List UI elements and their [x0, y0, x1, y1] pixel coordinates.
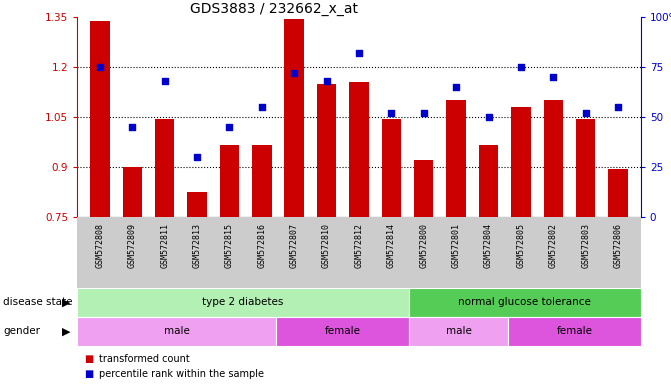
Text: GSM572804: GSM572804	[484, 223, 493, 268]
Text: female: female	[324, 326, 360, 336]
Bar	[77, 317, 276, 346]
Text: GSM572805: GSM572805	[517, 223, 525, 268]
Text: type 2 diabetes: type 2 diabetes	[202, 297, 284, 308]
Text: GSM572815: GSM572815	[225, 223, 234, 268]
Point	[386, 110, 397, 116]
Bar	[187, 192, 207, 217]
Bar	[576, 119, 595, 217]
Text: GSM572810: GSM572810	[322, 223, 331, 268]
Point	[159, 78, 170, 84]
Point	[419, 110, 429, 116]
Bar	[285, 19, 304, 217]
Text: ▶: ▶	[62, 326, 70, 336]
Bar	[414, 161, 433, 217]
Text: disease state: disease state	[3, 297, 73, 308]
Point	[354, 50, 364, 56]
Text: GSM572803: GSM572803	[581, 223, 590, 268]
Text: ▶: ▶	[62, 297, 70, 308]
Point	[580, 110, 591, 116]
Text: gender: gender	[3, 326, 40, 336]
Title: GDS3883 / 232662_x_at: GDS3883 / 232662_x_at	[191, 2, 358, 16]
Bar	[317, 84, 336, 217]
Text: GSM572812: GSM572812	[354, 223, 364, 268]
Bar	[409, 288, 641, 317]
Bar	[77, 288, 409, 317]
Text: ■: ■	[84, 354, 93, 364]
Text: female: female	[556, 326, 592, 336]
Bar	[382, 119, 401, 217]
Text: normal glucose tolerance: normal glucose tolerance	[458, 297, 591, 308]
Bar	[409, 317, 508, 346]
Bar	[90, 21, 109, 217]
Text: GSM572802: GSM572802	[549, 223, 558, 268]
Text: transformed count: transformed count	[99, 354, 189, 364]
Text: percentile rank within the sample: percentile rank within the sample	[99, 369, 264, 379]
Text: male: male	[446, 326, 472, 336]
Text: GSM572807: GSM572807	[290, 223, 299, 268]
Bar	[544, 101, 563, 217]
Point	[289, 70, 299, 76]
Text: GSM572811: GSM572811	[160, 223, 169, 268]
Bar	[479, 146, 499, 217]
Point	[256, 104, 267, 110]
Text: ■: ■	[84, 369, 93, 379]
Text: GSM572806: GSM572806	[614, 223, 623, 268]
Text: GSM572814: GSM572814	[387, 223, 396, 268]
Point	[451, 84, 462, 90]
Point	[483, 114, 494, 120]
Bar	[276, 317, 409, 346]
Point	[192, 154, 203, 160]
Text: GSM572801: GSM572801	[452, 223, 461, 268]
Point	[321, 78, 332, 84]
Bar	[123, 167, 142, 217]
Bar	[219, 146, 239, 217]
Bar	[446, 101, 466, 217]
Point	[613, 104, 623, 110]
Text: GSM572809: GSM572809	[127, 223, 137, 268]
Bar	[609, 169, 628, 217]
Text: male: male	[164, 326, 190, 336]
Text: GSM572800: GSM572800	[419, 223, 428, 268]
Bar	[508, 317, 641, 346]
Point	[548, 74, 559, 80]
Bar	[252, 146, 272, 217]
Text: GSM572816: GSM572816	[257, 223, 266, 268]
Bar	[350, 82, 368, 217]
Text: GSM572813: GSM572813	[193, 223, 201, 268]
Point	[127, 124, 138, 130]
Bar	[155, 119, 174, 217]
Text: GSM572808: GSM572808	[95, 223, 104, 268]
Bar	[511, 107, 531, 217]
Point	[515, 64, 526, 70]
Point	[95, 64, 105, 70]
Point	[224, 124, 235, 130]
